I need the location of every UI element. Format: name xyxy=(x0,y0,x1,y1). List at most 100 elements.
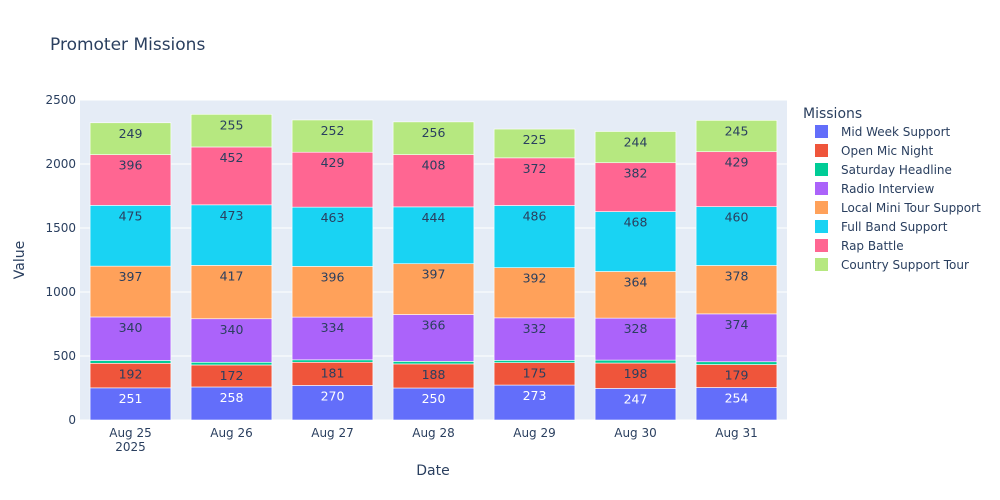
bar-segment xyxy=(392,363,475,389)
legend-swatch xyxy=(815,239,828,252)
bar-segment xyxy=(89,362,172,389)
bar-segment xyxy=(291,359,374,363)
x-tick-label: Aug 26 xyxy=(210,426,253,440)
bar-value-label: 429 xyxy=(725,155,749,170)
bar-segment xyxy=(493,317,576,361)
bar-segment xyxy=(291,266,374,318)
bar-value-label: 468 xyxy=(624,215,648,230)
bar-value-label: 249 xyxy=(119,126,143,141)
bar-value-label: 392 xyxy=(523,271,547,286)
legend-swatch xyxy=(815,125,828,138)
legend-swatch xyxy=(815,220,828,233)
bar-segment xyxy=(291,206,374,267)
x-tick-label: Aug 29 xyxy=(513,426,556,440)
bar-value-label: 366 xyxy=(422,318,446,333)
bar-value-label: 382 xyxy=(624,166,648,181)
bar-segment xyxy=(695,206,778,266)
bar-segment xyxy=(89,205,172,267)
bar-value-label: 340 xyxy=(220,322,244,337)
bar-segment xyxy=(695,313,778,363)
bar-value-label: 188 xyxy=(422,367,446,382)
bar-segment xyxy=(392,206,475,265)
legend-swatch xyxy=(815,258,828,271)
bar-value-label: 225 xyxy=(523,132,547,147)
bar-segment xyxy=(392,154,475,208)
y-axis-title: Value xyxy=(12,241,28,279)
legend-entry: Open Mic Night xyxy=(841,144,933,158)
bar-value-label: 244 xyxy=(624,134,648,149)
bar-value-label: 175 xyxy=(523,366,547,381)
y-tick-label: 0 xyxy=(68,413,76,427)
y-tick-label: 1500 xyxy=(45,221,76,235)
bar-segment xyxy=(291,316,374,361)
bar-value-label: 396 xyxy=(321,269,345,284)
x-tick-label: Aug 28 xyxy=(412,426,455,440)
x-tick-label: Aug 31 xyxy=(715,426,758,440)
bar-value-label: 372 xyxy=(523,161,547,176)
bar-segment xyxy=(695,120,778,153)
bar-value-label: 334 xyxy=(321,320,345,335)
y-tick-label: 1000 xyxy=(45,285,76,299)
bar-value-label: 328 xyxy=(624,321,648,336)
bar-value-label: 417 xyxy=(220,268,244,283)
legend-entry: Mid Week Support xyxy=(841,125,951,139)
bar-value-label: 473 xyxy=(220,208,244,223)
bar-segment xyxy=(695,151,778,207)
bar-segment xyxy=(89,122,172,155)
bar-value-label: 198 xyxy=(624,366,648,381)
bar-value-label: 245 xyxy=(725,123,749,138)
bars: 251 192 340 397 475 396 249 258 172 340 417 473 452 2… xyxy=(89,114,778,421)
bar-value-label: 475 xyxy=(119,208,143,223)
legend-entry: Radio Interview xyxy=(841,182,935,196)
bar-segment xyxy=(89,265,172,318)
legend-entry: Full Band Support xyxy=(841,220,948,234)
x-tick-year-label: 2025 xyxy=(115,440,146,454)
legend-entry: Local Mini Tour Support xyxy=(841,201,981,215)
y-axis-ticks: 0 500 1000 1500 2000 2500 xyxy=(45,93,76,427)
bar-value-label: 252 xyxy=(321,123,345,138)
bar-value-label: 332 xyxy=(523,321,547,336)
bar-segment xyxy=(392,263,475,315)
bar-segment xyxy=(493,205,576,268)
y-tick-label: 2000 xyxy=(45,157,76,171)
bar-segment xyxy=(190,114,273,148)
bar-value-label: 247 xyxy=(624,391,648,406)
x-tick-label: Aug 27 xyxy=(311,426,354,440)
bar-value-label: 429 xyxy=(321,155,345,170)
x-axis-title: Date xyxy=(416,463,449,479)
chart-title: Promoter Missions xyxy=(50,35,205,55)
bar-segment xyxy=(89,154,172,206)
bar-segment xyxy=(493,267,576,319)
bar-value-label: 378 xyxy=(725,269,749,284)
x-tick-label: Aug 30 xyxy=(614,426,657,440)
bar-segment xyxy=(190,146,273,206)
bar-value-label: 172 xyxy=(220,368,244,383)
bar-value-label: 251 xyxy=(119,391,143,406)
bar-value-label: 273 xyxy=(523,388,547,403)
bar-value-label: 396 xyxy=(119,158,143,173)
bar-value-label: 256 xyxy=(422,125,446,140)
legend-swatch xyxy=(815,182,828,195)
bar-segment xyxy=(594,362,677,389)
bar-segment xyxy=(695,265,778,315)
bar-segment xyxy=(89,316,172,361)
legend-swatch xyxy=(815,144,828,157)
bar-segment xyxy=(89,360,172,364)
bar-value-label: 255 xyxy=(220,117,244,132)
bar-value-label: 452 xyxy=(220,150,244,165)
bar-value-label: 340 xyxy=(119,320,143,335)
bar-segment xyxy=(392,361,475,365)
bar-segment xyxy=(392,387,475,421)
bar-segment xyxy=(594,359,677,364)
legend-swatch xyxy=(815,163,828,176)
bar-value-label: 463 xyxy=(321,210,345,225)
legend-entry: Rap Battle xyxy=(841,239,904,253)
bar-value-label: 179 xyxy=(725,368,749,383)
bar-segment xyxy=(392,121,475,155)
bar-value-label: 444 xyxy=(422,210,446,225)
legend: Missions Mid Week Support Open Mic Night S… xyxy=(803,106,981,272)
bar-segment xyxy=(89,387,172,421)
bar-value-label: 270 xyxy=(321,388,345,403)
